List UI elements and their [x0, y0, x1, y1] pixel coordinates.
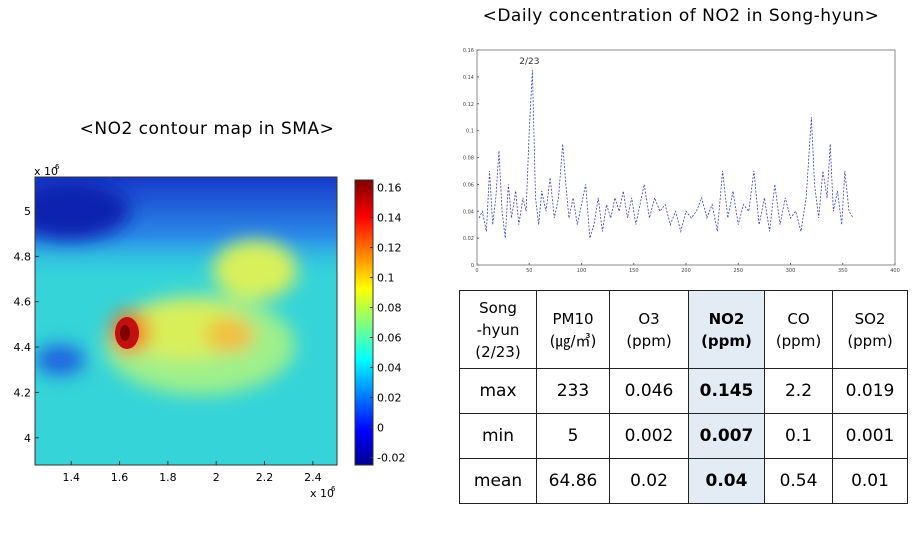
- cell: mean: [459, 458, 537, 504]
- x-tick-label: 400: [890, 268, 900, 274]
- colorbar-tick-label: 0.16: [377, 182, 402, 195]
- cell: 0.019: [832, 368, 908, 414]
- cell: min: [459, 413, 537, 459]
- x-multiplier: x 10: [310, 487, 334, 500]
- colorbar-tick-label: 0.04: [377, 362, 402, 375]
- x-tick-label: 250: [733, 268, 743, 274]
- x-tick-label: 2: [213, 471, 220, 484]
- x-power: 6: [331, 485, 336, 493]
- x-tick-label: 300: [786, 268, 796, 274]
- header-cell: PM10 (㎍/㎥): [536, 290, 610, 369]
- y-tick-label: 4.4: [14, 341, 32, 354]
- cell: 0.01: [832, 458, 908, 504]
- y-tick-label: 0.16: [463, 48, 474, 54]
- cell: 64.86: [536, 458, 610, 504]
- x-tick-label: 50: [526, 268, 532, 274]
- y-tick-label: 0.1: [466, 129, 474, 135]
- line-series: [478, 70, 854, 239]
- colorbar-tick-label: 0: [377, 422, 384, 435]
- y-multiplier: x 10: [34, 165, 58, 178]
- y-tick-label: 5: [24, 205, 31, 218]
- x-tick-label: 2.4: [304, 471, 322, 484]
- contour-field: [35, 177, 337, 465]
- header-cell: CO (ppm): [764, 290, 833, 369]
- cell: 0.046: [609, 368, 689, 414]
- colorbar-tick-label: 0.02: [377, 392, 402, 405]
- colorbar-tick-label: 0.12: [377, 242, 402, 255]
- data-row: min 5 0.002 0.007 0.1 0.001: [459, 413, 908, 459]
- x-tick-label: 100: [577, 268, 587, 274]
- line-frame: [476, 49, 896, 266]
- data-row: max 233 0.046 0.145 2.2 0.019: [459, 368, 908, 414]
- chart-title: <NO2 contour map in SMA>: [80, 119, 335, 139]
- x-tick-label: 1.6: [111, 471, 129, 484]
- header-cell: NO2 (ppm): [688, 290, 765, 369]
- colorbar-tick-label: 0.1: [377, 272, 395, 285]
- x-tick-label: 200: [681, 268, 691, 274]
- x-tick-label: 2.2: [256, 471, 274, 484]
- x-tick-label: 150: [629, 268, 639, 274]
- cell: 0.007: [688, 413, 765, 459]
- y-tick-label: 4.6: [14, 296, 32, 309]
- header-cell: Song -hyun (2/23): [459, 290, 537, 369]
- cell: 0.002: [609, 413, 689, 459]
- colorbar-tick-label: 0.14: [377, 212, 402, 225]
- y-tick-label: 0.12: [463, 102, 474, 108]
- colorbar-tick-label: 0.06: [377, 332, 402, 345]
- y-tick-label: 0: [471, 263, 474, 269]
- cell: 0.02: [609, 458, 689, 504]
- y-tick-label: 0.14: [463, 75, 474, 81]
- chart-title: <Daily concentration of NO2 in Song-hyun…: [483, 6, 880, 26]
- y-tick-label: 4: [24, 432, 31, 445]
- colorbar-tick-label: -0.02: [377, 452, 405, 465]
- y-tick-label: 4.8: [14, 250, 32, 263]
- header-cell: O3 (ppm): [609, 290, 689, 369]
- colorbar-tick-label: 0.08: [377, 302, 402, 315]
- annotation: 2/23: [519, 57, 539, 67]
- stats-table: Song -hyun (2/23) PM10 (㎍/㎥) O3 (ppm) NO2 (…: [459, 290, 908, 504]
- cell: 5: [536, 413, 610, 459]
- x-tick-label: 1.4: [62, 471, 80, 484]
- y-tick-label: 0.06: [463, 182, 474, 188]
- y-tick-label: 0.02: [463, 236, 474, 242]
- y-tick-label: 4.2: [14, 386, 32, 399]
- x-tick-label: 1.8: [159, 471, 177, 484]
- header-cell: SO2 (ppm): [832, 290, 908, 369]
- cell: 233: [536, 368, 610, 414]
- cell: 0.54: [764, 458, 833, 504]
- map-frame: [34, 176, 338, 466]
- cell: 0.04: [688, 458, 765, 504]
- y-power: 6: [55, 163, 60, 171]
- x-tick-label: 350: [838, 268, 848, 274]
- cell: max: [459, 368, 537, 414]
- cell: 0.145: [688, 368, 765, 414]
- y-tick-label: 0.08: [463, 156, 474, 162]
- x-tick-label: 0: [475, 268, 478, 274]
- colorbar: [354, 179, 374, 466]
- y-tick-label: 0.04: [463, 209, 474, 215]
- data-row: mean 64.86 0.02 0.04 0.54 0.01: [459, 458, 908, 504]
- cell: 0.001: [832, 413, 908, 459]
- header-row: Song -hyun (2/23) PM10 (㎍/㎥) O3 (ppm) NO2 (…: [459, 290, 908, 369]
- cell: 0.1: [764, 413, 833, 459]
- cell: 2.2: [764, 368, 833, 414]
